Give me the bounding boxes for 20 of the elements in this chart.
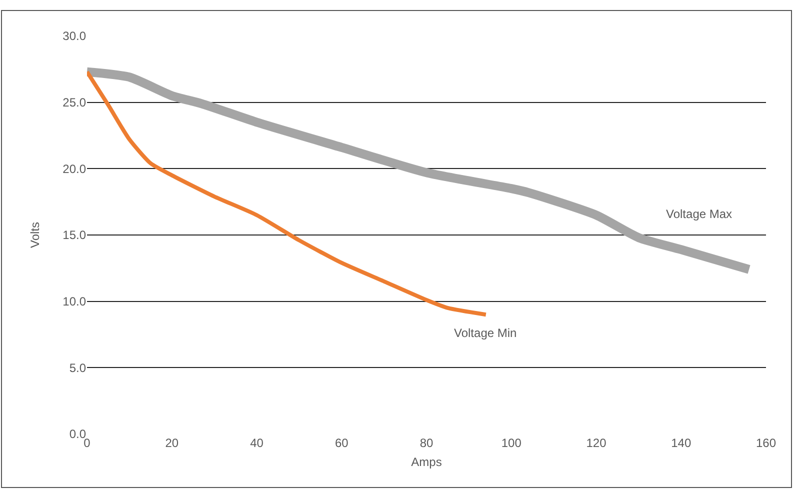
x-tick-label: 120 [586,436,607,450]
x-tick-label: 20 [165,436,179,450]
y-tick-label: 25.0 [62,96,86,110]
line-series [87,70,488,317]
y-tick-label: 5.0 [69,360,86,375]
x-tick-label: 0 [84,436,91,450]
x-tick-label: 100 [501,436,522,450]
y-tick-label: 30.0 [62,29,86,44]
x-tick-label: 60 [334,436,349,450]
x-tick-label: 80 [420,436,434,450]
x-axis-title: Amps [411,454,442,469]
y-tick-label: 10.0 [62,294,86,309]
series-label: Voltage Max [666,207,732,221]
x-tick-label: 140 [671,436,692,450]
y-tick-label: 20.0 [62,162,86,176]
series-label: Voltage Min [454,326,517,340]
x-tick-label: 40 [250,436,264,450]
y-tick-label: 15.0 [62,228,86,242]
x-tick-label: 160 [756,436,776,450]
y-axis-title: Volts [28,222,42,248]
